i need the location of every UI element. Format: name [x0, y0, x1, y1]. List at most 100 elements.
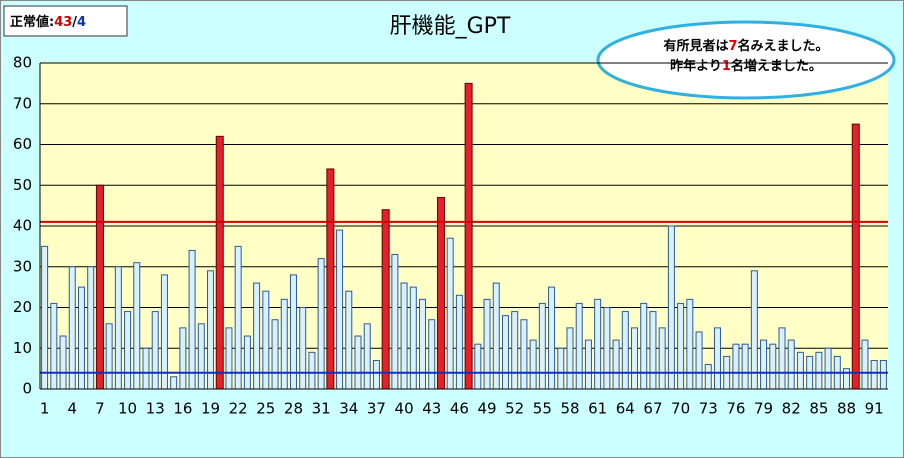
bar: [548, 286, 556, 390]
bar: [594, 298, 602, 390]
bar: [391, 254, 399, 390]
y-tick-label: 10: [13, 339, 32, 357]
y-tick-label: 80: [13, 54, 32, 72]
bar: [511, 311, 519, 390]
x-tick-label: 25: [256, 400, 275, 418]
x-tick-label: 67: [643, 400, 662, 418]
bar: [326, 168, 335, 390]
bar: [538, 302, 546, 390]
x-tick-label: 58: [560, 400, 579, 418]
bar: [95, 184, 104, 390]
y-tick-label: 60: [13, 135, 32, 153]
x-tick-label: 28: [284, 400, 303, 418]
bar: [677, 302, 685, 390]
bar: [529, 339, 537, 390]
normal-box-text: 正常値:43/4: [10, 14, 86, 30]
x-tick-label: 43: [422, 400, 441, 418]
bar: [409, 286, 417, 390]
bar: [612, 339, 620, 390]
bar: [197, 323, 205, 390]
x-tick-label: 61: [588, 400, 607, 418]
x-tick-label: 49: [477, 400, 496, 418]
callout: [596, 20, 896, 100]
bar: [603, 307, 611, 390]
bar: [271, 319, 279, 390]
x-tick-label: 79: [754, 400, 773, 418]
callout-number: 7: [728, 39, 737, 54]
normal-sep: /: [72, 15, 77, 30]
bar: [575, 302, 583, 390]
bar: [667, 225, 675, 390]
bar: [317, 258, 325, 390]
bar: [566, 327, 574, 390]
bar: [870, 359, 878, 390]
bar: [436, 196, 445, 390]
bar: [446, 237, 454, 390]
x-tick-label: 40: [395, 400, 414, 418]
bar: [225, 327, 233, 390]
bar: [658, 327, 666, 390]
x-tick-label: 22: [229, 400, 248, 418]
x-tick-label: 13: [146, 400, 165, 418]
x-tick-label: 73: [699, 400, 718, 418]
bar: [686, 298, 694, 390]
x-tick-label: 4: [67, 400, 77, 418]
x-tick-label: 31: [312, 400, 331, 418]
bar: [188, 249, 196, 390]
bar: [621, 311, 629, 390]
bar: [151, 311, 159, 390]
bar: [815, 351, 823, 390]
bar: [760, 339, 768, 390]
bar: [41, 245, 49, 390]
bar: [299, 307, 307, 390]
x-tick-label: 16: [173, 400, 192, 418]
bar: [428, 319, 436, 390]
bar: [308, 351, 316, 390]
bar: [124, 311, 132, 390]
bar: [87, 266, 95, 390]
y-tick-label: 70: [13, 94, 32, 112]
bar: [750, 270, 758, 390]
bar: [843, 368, 851, 390]
bar: [713, 327, 721, 390]
x-tick-label: 82: [782, 400, 801, 418]
bar: [215, 135, 224, 390]
bar: [59, 335, 67, 390]
bar: [170, 376, 178, 390]
bar: [851, 123, 860, 390]
bar: [363, 323, 371, 390]
callout-line: 有所見者は7名みえました。: [663, 38, 828, 54]
bar: [741, 343, 749, 390]
y-tick-label: 50: [13, 176, 32, 194]
normal-upper: 43: [54, 15, 72, 30]
y-tick-label: 30: [13, 257, 32, 275]
x-tick-label: 1: [40, 400, 50, 418]
bar: [262, 290, 270, 390]
bar: [861, 339, 869, 390]
normal-label: 正常値:: [10, 14, 54, 30]
bar: [77, 286, 85, 390]
x-tick-label: 46: [450, 400, 469, 418]
bar: [732, 343, 740, 390]
bar: [879, 359, 887, 390]
bar: [345, 290, 353, 390]
bar: [584, 339, 592, 390]
normal-lower: 4: [77, 15, 86, 30]
bar: [520, 319, 528, 390]
x-tick-label: 7: [95, 400, 105, 418]
callout-text: 名みえました。: [738, 38, 829, 54]
bar: [483, 298, 491, 390]
bar: [280, 298, 288, 390]
bar: [243, 335, 251, 390]
bar: [464, 82, 473, 390]
x-tick-label: 88: [837, 400, 856, 418]
y-tick-label: 0: [22, 380, 32, 398]
bar: [778, 327, 786, 390]
bar: [133, 262, 141, 390]
x-tick-label: 52: [505, 400, 524, 418]
y-tick-label: 40: [13, 217, 32, 235]
bar: [234, 245, 242, 390]
callout-line: 昨年より1名増えました。: [670, 58, 822, 74]
bar: [824, 347, 832, 390]
